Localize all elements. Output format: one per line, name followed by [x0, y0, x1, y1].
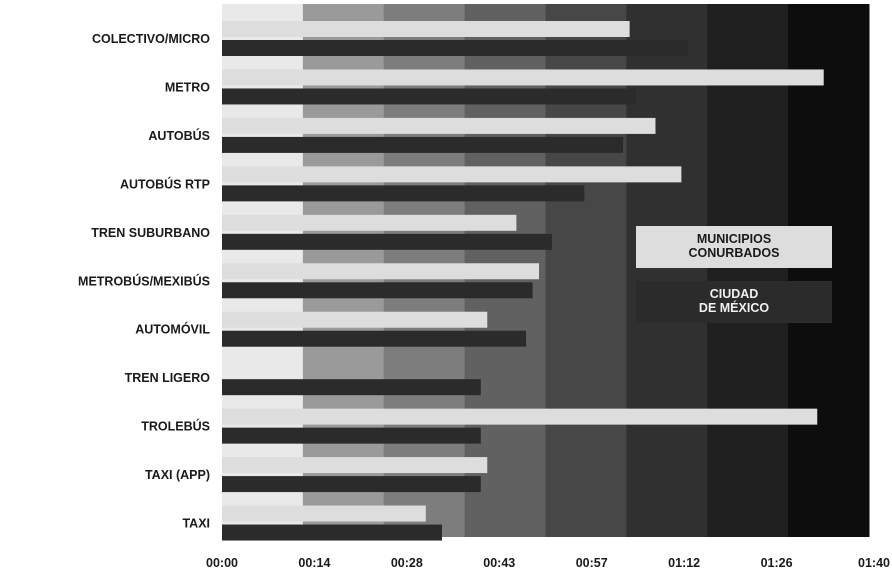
- x-tick-label: 01:12: [668, 556, 700, 570]
- bar-cdmx: [222, 40, 688, 56]
- legend-swatch: [636, 281, 832, 323]
- bar-municipios: [222, 263, 540, 280]
- x-tick-label: 00:43: [483, 556, 515, 570]
- x-tick-label: 00:57: [576, 556, 608, 570]
- legend-swatch: [636, 226, 832, 268]
- background-band: [707, 4, 789, 537]
- bar-cdmx: [222, 282, 533, 299]
- legend-label: DE MÉXICO: [699, 300, 769, 315]
- bar-municipios: [222, 505, 426, 522]
- category-label: AUTOBÚS RTP: [120, 176, 210, 191]
- bar-municipios: [222, 214, 517, 231]
- legend-label: MUNICIPIOS: [697, 232, 771, 246]
- legend-label: CONURBADOS: [689, 246, 780, 260]
- bar-municipios: [222, 69, 824, 86]
- category-labels: COLECTIVO/MICRO METRO AUTOBÚS AUTOBÚS RTP TR…: [78, 32, 210, 531]
- bar-municipios: [222, 457, 488, 474]
- bar-cdmx: [222, 330, 527, 347]
- category-label: TROLEBÚS: [141, 419, 210, 434]
- x-tick-label: 01:40: [858, 556, 890, 570]
- bar-cdmx: [222, 427, 481, 444]
- bar-cdmx: [222, 524, 442, 541]
- bar-cdmx: [222, 379, 481, 396]
- category-label: METRO: [165, 80, 210, 94]
- bar-cdmx: [222, 476, 481, 493]
- x-tick-label: 01:26: [761, 556, 793, 570]
- bar-municipios: [222, 408, 818, 425]
- category-label: TREN SUBURBANO: [91, 226, 210, 240]
- category-label: METROBÚS/MEXIBÚS: [78, 273, 210, 288]
- bar-municipios: [222, 311, 488, 328]
- category-label: AUTOMÓVIL: [135, 322, 210, 337]
- bar-cdmx: [222, 233, 552, 250]
- bar-cdmx: [222, 185, 585, 202]
- background-band: [626, 4, 708, 537]
- bar-municipios: [222, 21, 630, 37]
- category-label: COLECTIVO/MICRO: [92, 32, 210, 46]
- bar-cdmx: [222, 136, 624, 153]
- bar-cdmx: [222, 88, 637, 105]
- bar-municipios: [222, 117, 656, 134]
- category-label: AUTOBÚS: [148, 128, 210, 143]
- x-tick-label: 00:14: [298, 556, 330, 570]
- category-label: TAXI (APP): [145, 468, 210, 482]
- background-band: [788, 4, 870, 537]
- bars: [222, 21, 824, 541]
- x-axis-ticks: 00:00 00:14 00:28 00:43 00:57 01:12 01:26 01:40: [206, 556, 890, 570]
- x-tick-label: 00:00: [206, 556, 238, 570]
- bar-municipios: [222, 166, 682, 183]
- category-label: TREN LIGERO: [125, 371, 211, 385]
- legend-label: CIUDAD: [710, 287, 759, 301]
- category-label: TAXI: [182, 517, 210, 531]
- x-tick-label: 00:28: [391, 556, 423, 570]
